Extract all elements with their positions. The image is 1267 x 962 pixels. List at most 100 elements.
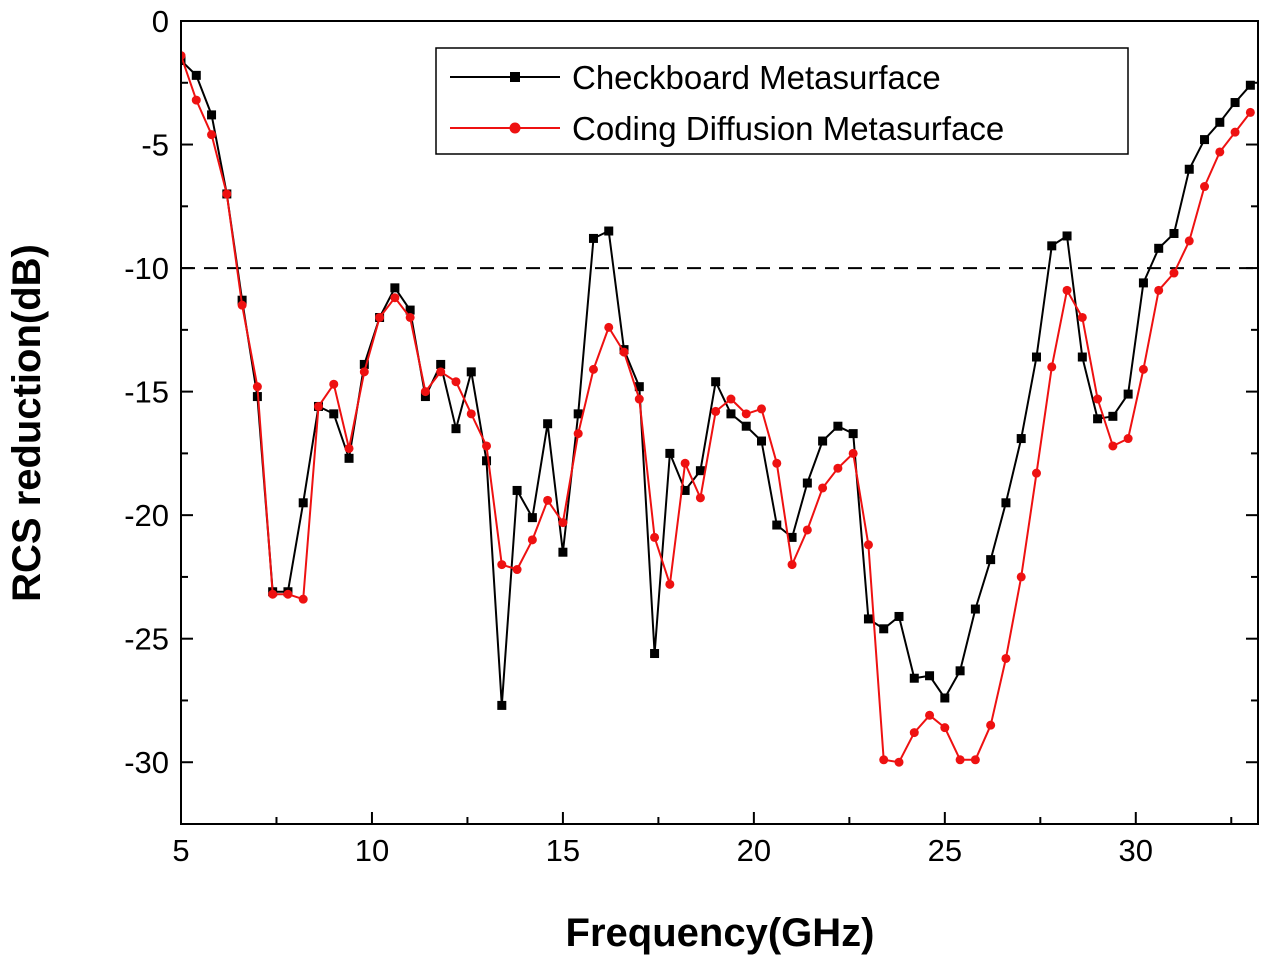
plot-frame — [180, 20, 1259, 825]
data-point — [879, 624, 889, 634]
data-point — [986, 720, 996, 730]
data-point — [1245, 80, 1255, 90]
data-point — [726, 409, 736, 419]
data-point — [252, 382, 262, 392]
data-point — [1169, 228, 1179, 238]
data-point — [573, 429, 583, 439]
legend-label-checkboard: Checkboard Metasurface — [572, 59, 941, 96]
data-point — [1230, 127, 1240, 137]
data-point — [588, 364, 598, 374]
x-tick-label-5: 5 — [172, 833, 189, 868]
data-point — [1215, 147, 1225, 157]
data-point — [1245, 107, 1255, 117]
data-point — [1062, 231, 1072, 241]
data-point — [833, 463, 843, 473]
data-point — [695, 493, 705, 503]
data-point — [268, 589, 278, 599]
data-point — [1016, 434, 1026, 444]
data-point — [1093, 394, 1103, 404]
data-point — [802, 478, 812, 488]
data-point — [558, 547, 568, 557]
data-point — [741, 421, 751, 431]
data-point — [680, 485, 690, 495]
data-point — [665, 448, 675, 458]
data-point — [1184, 164, 1194, 174]
data-point — [925, 710, 935, 720]
data-point — [207, 110, 217, 120]
data-point — [558, 518, 568, 528]
y-tick-label--15: -15 — [124, 375, 169, 410]
data-point — [1200, 182, 1210, 192]
data-point — [1215, 117, 1225, 127]
data-point — [940, 693, 950, 703]
data-point — [1047, 241, 1057, 251]
data-point — [772, 520, 782, 530]
legend-marker-coding-diffusion — [509, 122, 521, 134]
data-point — [543, 419, 553, 429]
data-point — [527, 513, 537, 523]
data-point — [405, 305, 415, 315]
data-point — [420, 387, 430, 397]
data-point — [604, 226, 614, 236]
data-point — [1016, 572, 1026, 582]
y-tick-label--30: -30 — [124, 745, 169, 780]
data-point — [787, 532, 797, 542]
data-point — [695, 466, 705, 476]
data-point — [497, 700, 507, 710]
data-point — [833, 421, 843, 431]
data-point — [1138, 278, 1148, 288]
data-point — [1230, 98, 1240, 108]
data-point — [497, 560, 507, 570]
data-point — [573, 409, 583, 419]
legend-label-coding-diffusion: Coding Diffusion Metasurface — [572, 110, 1004, 147]
data-point — [482, 456, 492, 466]
series-1 — [181, 51, 1255, 767]
data-point — [879, 755, 889, 765]
data-point — [1108, 411, 1118, 421]
data-point — [665, 579, 675, 589]
data-point — [482, 441, 492, 451]
data-point — [222, 189, 232, 199]
data-point — [757, 436, 767, 446]
data-point — [1001, 498, 1011, 508]
data-point — [909, 728, 919, 738]
tick-labels: 5 10 15 20 25 30 0 -5 -10 -15 -20 -25 -30 — [124, 4, 1153, 868]
data-point — [650, 532, 660, 542]
data-point — [1169, 268, 1179, 278]
data-point — [619, 347, 629, 357]
data-point — [757, 404, 767, 414]
legend: Checkboard Metasurface Coding Diffusion … — [435, 47, 1129, 155]
x-tick-label-10: 10 — [355, 833, 389, 868]
data-point — [1062, 285, 1072, 295]
data-point — [191, 95, 201, 105]
data-point — [894, 757, 904, 767]
data-point — [680, 458, 690, 468]
data-point — [1001, 653, 1011, 663]
data-point — [1093, 414, 1103, 424]
x-tick-label-25: 25 — [928, 833, 962, 868]
y-tick-label--5: -5 — [141, 128, 169, 163]
data-point — [1123, 389, 1133, 399]
data-point — [802, 525, 812, 535]
data-point — [818, 483, 828, 493]
data-point — [772, 458, 782, 468]
legend-marker-checkboard — [510, 72, 520, 82]
x-tick-label-20: 20 — [737, 833, 771, 868]
data-point — [925, 671, 935, 681]
data-point — [436, 367, 446, 377]
x-tick-label-15: 15 — [546, 833, 580, 868]
data-point — [650, 649, 660, 659]
data-point — [818, 436, 828, 446]
legend-box — [435, 47, 1129, 155]
data-point — [1154, 285, 1164, 295]
x-tick-label-30: 30 — [1119, 833, 1153, 868]
data-point — [237, 300, 247, 310]
data-point — [588, 233, 598, 243]
data-point — [420, 392, 430, 402]
data-point — [894, 611, 904, 621]
data-point — [405, 312, 415, 322]
data-point — [863, 540, 873, 550]
data-point — [1123, 434, 1133, 444]
data-point — [955, 755, 965, 765]
